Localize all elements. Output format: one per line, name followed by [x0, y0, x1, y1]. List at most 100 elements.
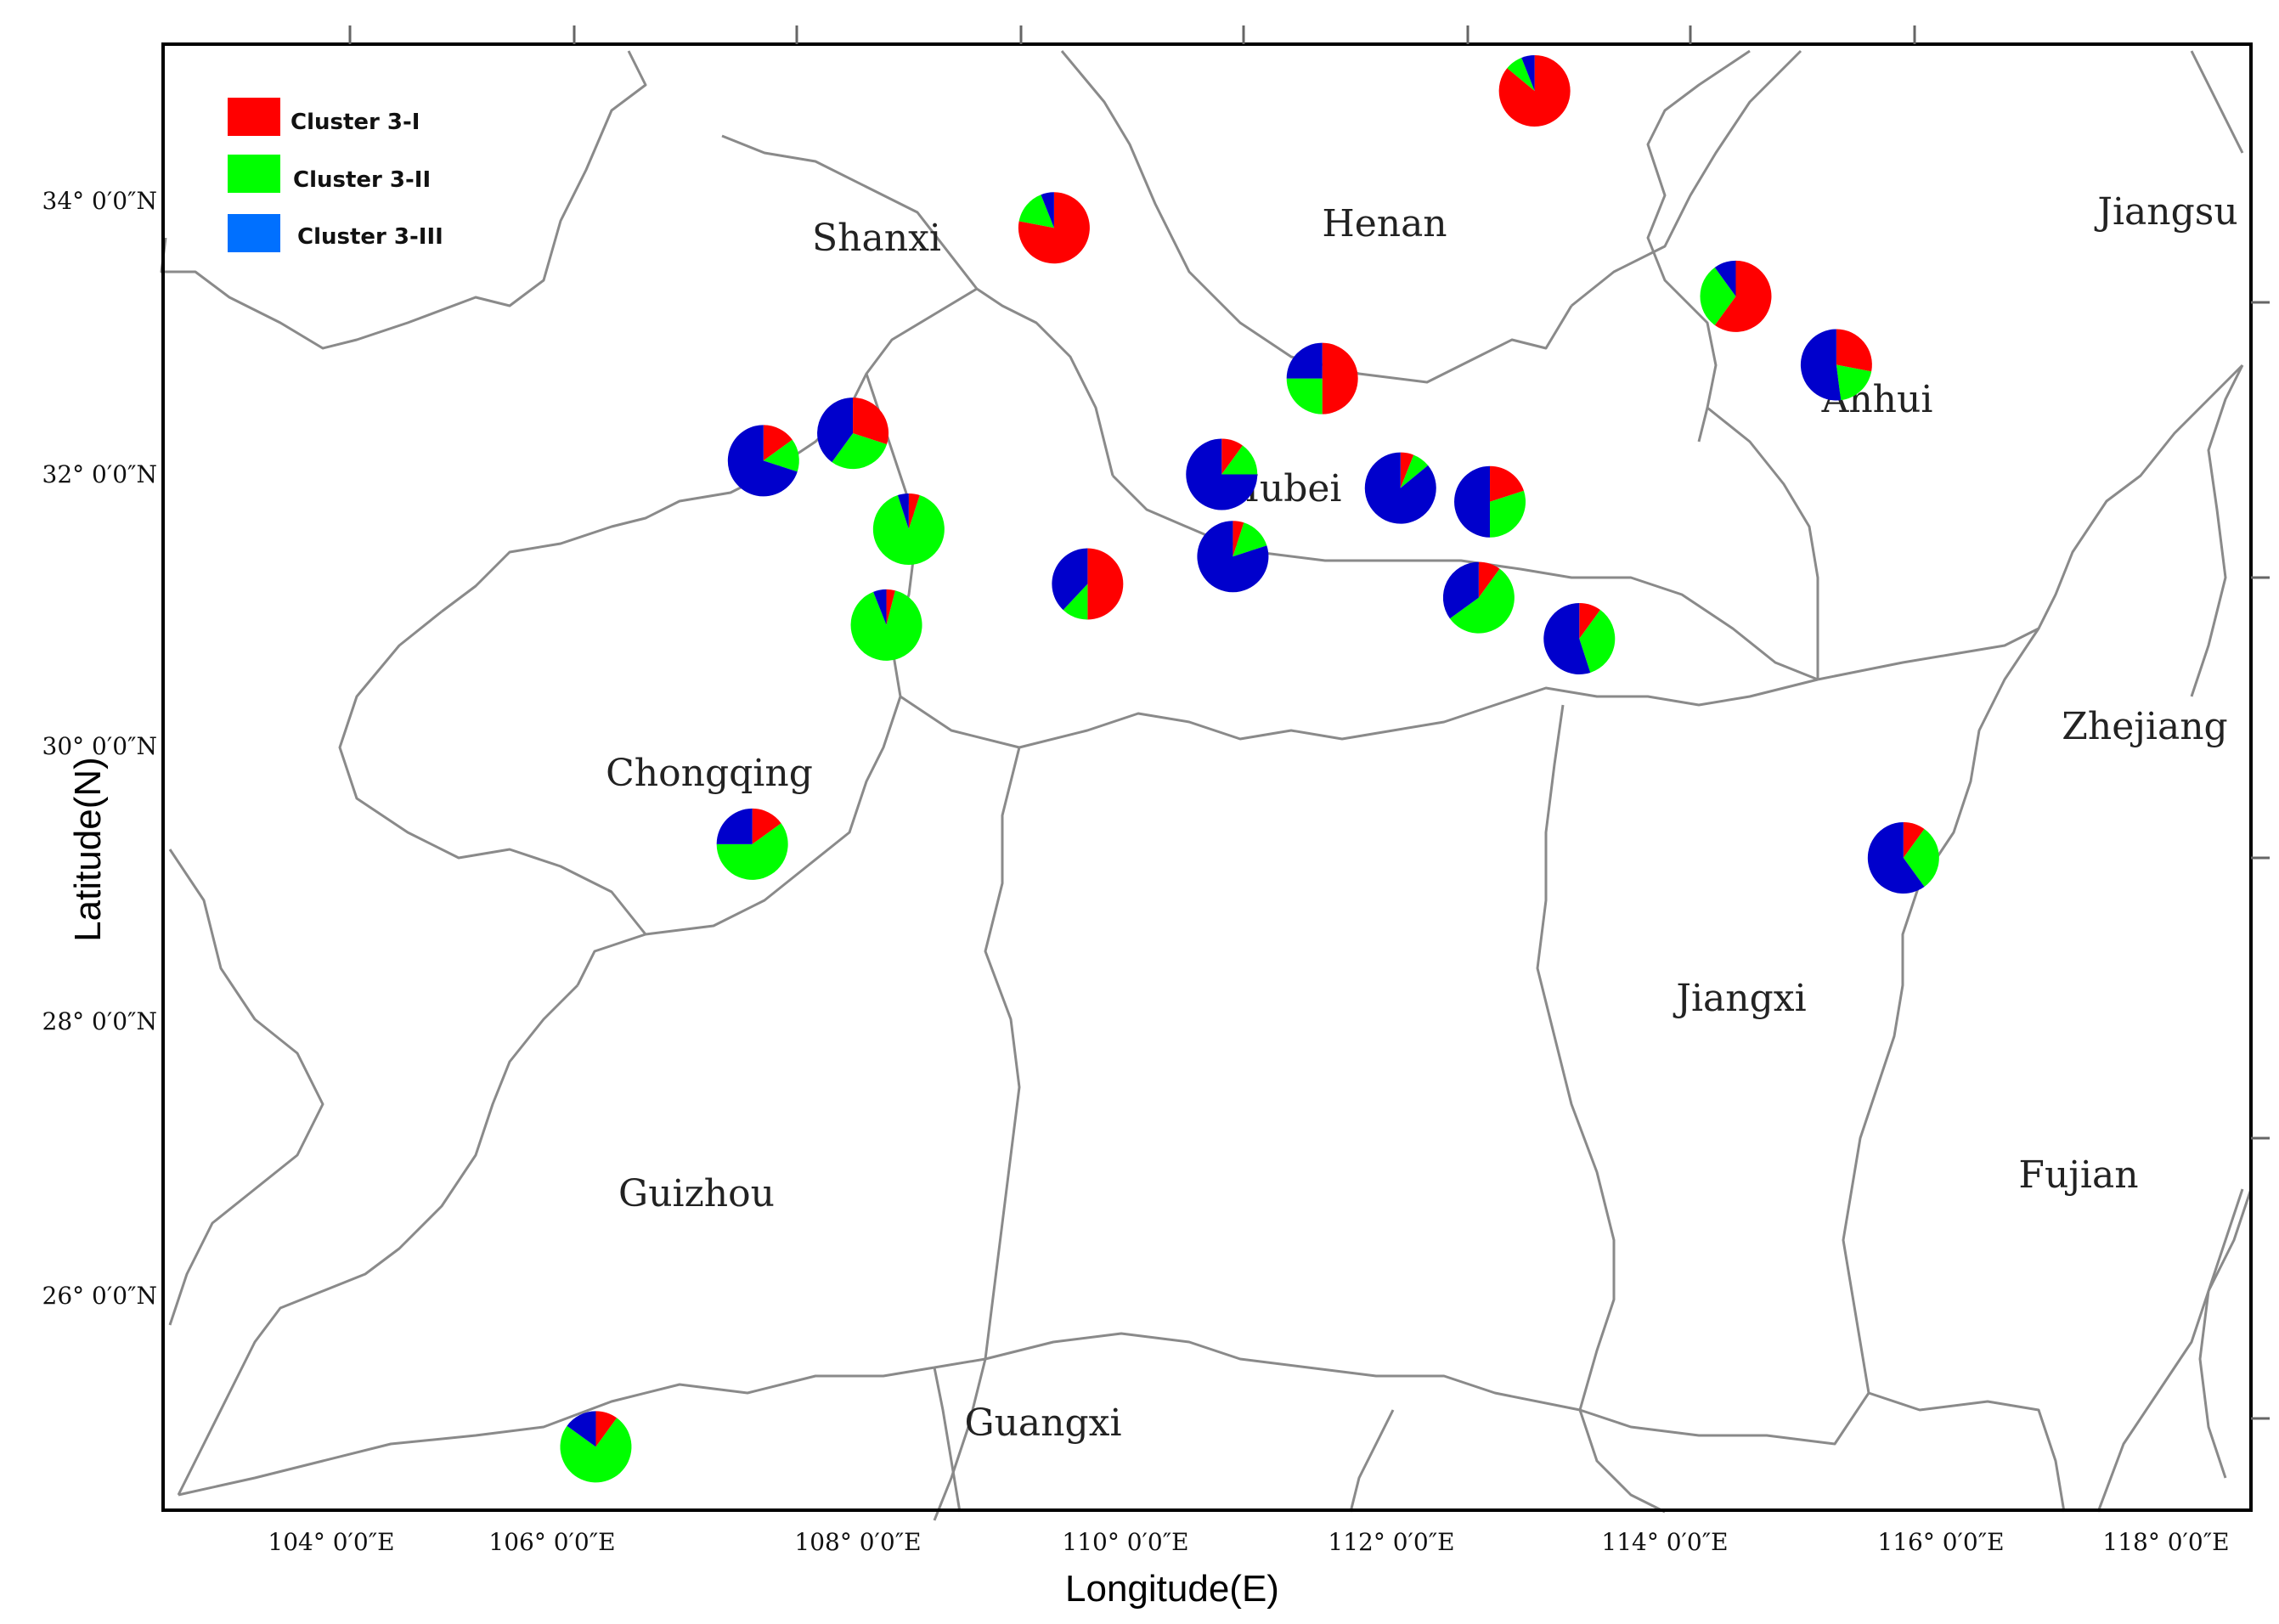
pie-slice-cluster-i: [1579, 603, 1600, 639]
pie-slice-cluster-iii: [1197, 521, 1269, 593]
site-pie: [1442, 561, 1515, 634]
legend-label: Cluster 3-II: [293, 167, 431, 193]
pie-slice-cluster-iii: [716, 808, 753, 844]
pie-slice-cluster-i: [1018, 192, 1090, 264]
pie-slice-cluster-i: [1087, 548, 1124, 620]
y-tick-label: 26° 0′0″N: [42, 1282, 157, 1310]
pie-slice-cluster-iii: [1286, 342, 1323, 379]
pie-slice-cluster-i: [886, 589, 895, 625]
legend: Cluster 3-I Cluster 3-II Cluster 3-III: [228, 98, 443, 252]
pie-slice-cluster-iii: [817, 398, 854, 463]
pie-slice-cluster-iii: [567, 1411, 596, 1447]
site-pie: [727, 425, 799, 497]
pie-slice-cluster-ii: [1449, 568, 1515, 634]
site-pie: [1364, 452, 1436, 524]
province-label: Fujian: [2018, 1153, 2138, 1197]
province-label: Guizhou: [618, 1172, 775, 1215]
pie-slice-cluster-ii: [1233, 522, 1267, 557]
pie-slice-cluster-iii: [1521, 55, 1535, 91]
pie-slice-cluster-ii: [1063, 584, 1088, 620]
site-pie: [1454, 465, 1526, 538]
pie-slice-cluster-i: [1322, 342, 1358, 414]
site-pie: [560, 1411, 632, 1483]
pie-slice-cluster-i: [1478, 561, 1500, 598]
pie-slice-cluster-iii: [1454, 465, 1491, 538]
pie-slice-cluster-i: [1836, 329, 1872, 372]
legend-label: Cluster 3-III: [297, 224, 443, 250]
site-pie: [1867, 822, 1939, 894]
pie-slice-cluster-ii: [1579, 610, 1616, 673]
y-tick-label: 32° 0′0″N: [42, 460, 157, 488]
pie-slice-cluster-i: [1498, 55, 1571, 127]
x-axis-title: Longitude(E): [1065, 1568, 1279, 1610]
province-label: Zhejiang: [2062, 705, 2227, 748]
plot-frame: [161, 42, 2253, 1512]
pie-slice-cluster-iii: [1714, 260, 1736, 296]
site-pie: [1700, 260, 1772, 332]
pie-slice-cluster-iii: [1186, 438, 1258, 510]
site-pie: [817, 398, 889, 470]
x-tick-label: 110° 0′0″E: [1062, 1528, 1188, 1556]
pie-slice-cluster-i: [1233, 521, 1244, 557]
pie-slice-cluster-ii: [560, 1418, 632, 1483]
legend-label: Cluster 3-I: [291, 110, 420, 135]
pie-slice-cluster-ii: [1400, 454, 1429, 488]
pie-slice-cluster-i: [908, 493, 920, 529]
pie-slice-cluster-ii: [1836, 364, 1872, 401]
pie-slice-cluster-i: [1400, 452, 1414, 488]
x-tick-label: 106° 0′0″E: [488, 1528, 615, 1556]
province-label: Jiangsu: [2094, 190, 2237, 234]
pie-slice-cluster-ii: [763, 439, 799, 472]
pie-slice-cluster-iii: [1052, 548, 1088, 611]
pie-slice-cluster-ii: [850, 590, 922, 661]
x-tick-labels: 104° 0′0″E 106° 0′0″E 108° 0′0″E 110° 0′…: [268, 1528, 2229, 1556]
y-tick-label: 34° 0′0″N: [42, 187, 157, 215]
pie-slice-cluster-ii: [872, 495, 945, 565]
pie-slice-cluster-i: [752, 808, 781, 844]
x-tick-label: 114° 0′0″E: [1601, 1528, 1728, 1556]
pie-slice-cluster-ii: [1903, 829, 1939, 887]
axis-ticks: [348, 25, 2270, 1420]
legend-swatch-cluster-i: [228, 98, 280, 136]
legend-swatch-cluster-iii: [228, 214, 280, 252]
x-tick-label: 116° 0′0″E: [1877, 1528, 2004, 1556]
pie-slice-cluster-ii: [1490, 490, 1526, 538]
pie-slice-cluster-i: [1490, 465, 1524, 502]
legend-swatch-cluster-ii: [228, 155, 280, 193]
province-borders: [160, 49, 2253, 1521]
pie-slice-cluster-i: [1903, 822, 1925, 858]
pie-slice-cluster-iii: [873, 589, 887, 625]
pie-slice-cluster-ii: [1507, 57, 1535, 91]
province-label: Henan: [1322, 202, 1447, 245]
pie-slice-cluster-iii: [897, 493, 909, 529]
pie-slice-cluster-ii: [1286, 378, 1323, 414]
x-tick-label: 112° 0′0″E: [1328, 1528, 1454, 1556]
pie-slice-cluster-ii: [1221, 445, 1258, 475]
y-axis-title: Latitude(N): [67, 757, 109, 942]
pie-slice-cluster-iii: [1364, 452, 1436, 524]
pie-slice-cluster-ii: [716, 823, 788, 880]
province-label: Chongqing: [606, 752, 813, 795]
pie-slice-cluster-ii: [1018, 195, 1054, 228]
site-pie: [1543, 603, 1616, 674]
pie-slice-cluster-i: [853, 398, 889, 445]
pie-slice-cluster-iii: [1543, 603, 1591, 674]
x-tick-label: 104° 0′0″E: [268, 1528, 394, 1556]
site-pie: [1052, 548, 1124, 620]
x-tick-label: 118° 0′0″E: [2102, 1528, 2229, 1556]
pie-slice-cluster-iii: [1800, 329, 1842, 401]
site-pie: [1018, 192, 1090, 264]
pie-slice-cluster-iii: [727, 425, 798, 497]
pie-slice-cluster-i: [1221, 438, 1243, 475]
pie-slice-cluster-i: [595, 1411, 618, 1447]
y-tick-label: 28° 0′0″N: [42, 1007, 157, 1035]
site-pie: [872, 493, 945, 565]
site-pie: [850, 589, 922, 661]
pie-slice-cluster-iii: [1041, 192, 1054, 228]
y-tick-labels: 34° 0′0″N 32° 0′0″N 30° 0′0″N 28° 0′0″N …: [42, 187, 157, 1310]
pie-slice-cluster-i: [763, 425, 793, 461]
site-pie-charts: [560, 55, 1939, 1483]
x-tick-label: 108° 0′0″E: [794, 1528, 921, 1556]
